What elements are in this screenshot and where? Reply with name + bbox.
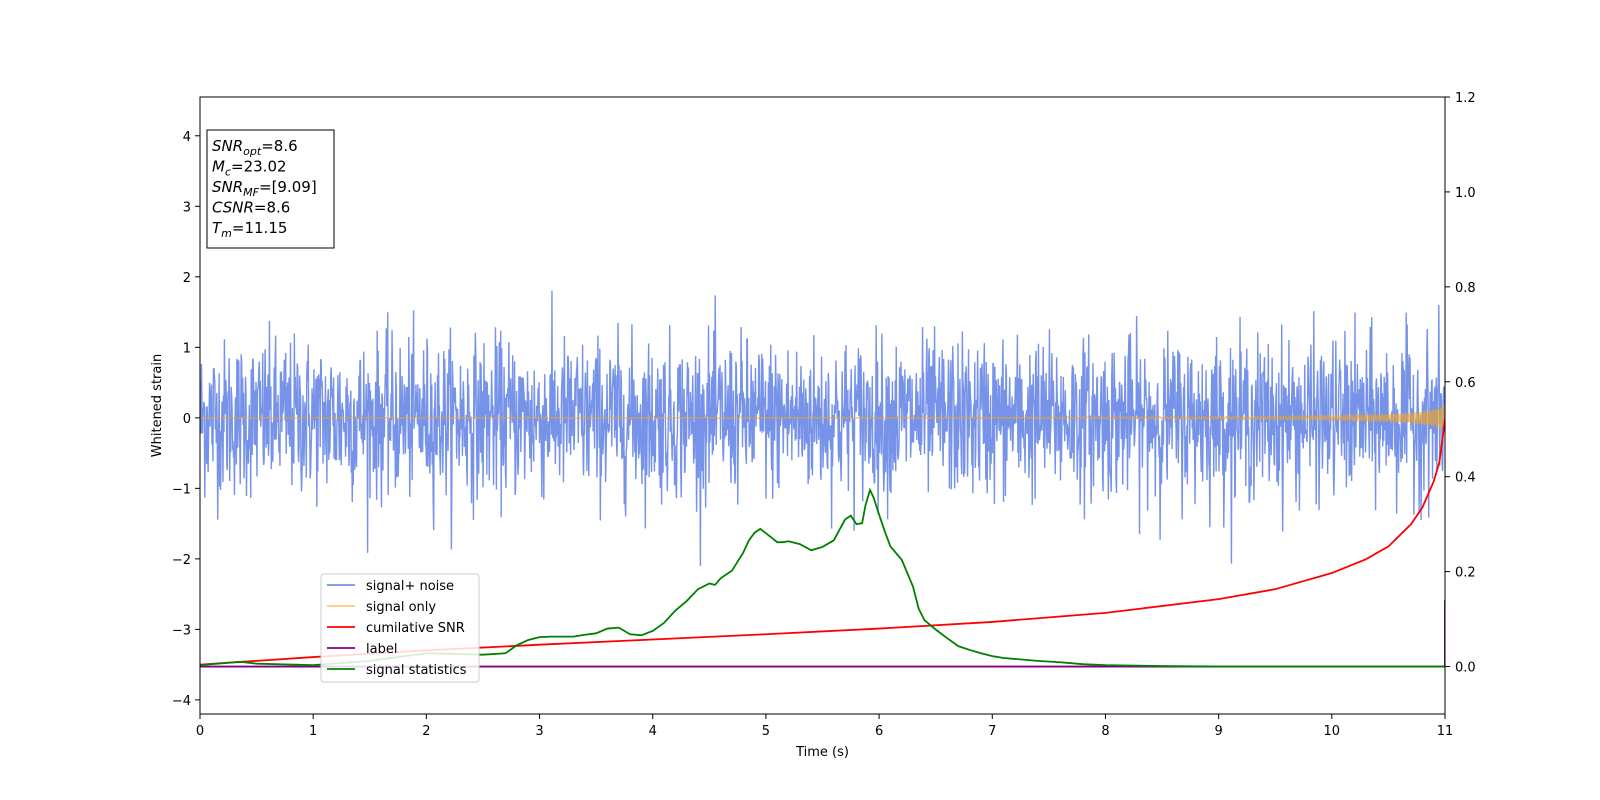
x-tick-label: 2 <box>422 724 430 739</box>
y-left-tick-label: 4 <box>183 130 191 145</box>
legend-label: signal only <box>366 600 436 615</box>
legend-frame <box>320 573 480 683</box>
info-symbol: CSNR <box>212 199 254 217</box>
y-left-tick-label: 0 <box>183 412 191 427</box>
y-right-tick-label: 0.2 <box>1455 566 1476 581</box>
legend-label: signal statistics <box>366 663 467 678</box>
info-line: Tm=11.15 <box>212 219 287 240</box>
plot-frame <box>199 96 1446 715</box>
y-left-tick-label: −3 <box>172 623 191 638</box>
y-right-tick-label: 0.8 <box>1455 281 1476 296</box>
legend: signal+ noise signal only cumilative SNR la… <box>320 573 480 683</box>
y-right-tick-label: 0.0 <box>1455 661 1476 676</box>
info-line: SNRMF=[9.09] <box>212 178 317 199</box>
series-signal-only <box>200 403 1445 430</box>
info-value: =11.15 <box>232 219 288 237</box>
x-tick-label: 10 <box>1324 724 1341 739</box>
series-signal-noise <box>200 290 1445 566</box>
series-signal-statistics <box>200 487 1445 668</box>
info-subscript: MF <box>243 186 259 199</box>
x-tick-label: 11 <box>1437 724 1454 739</box>
y-left-tick-label: 1 <box>183 341 191 356</box>
legend-label: cumilative SNR <box>366 621 465 636</box>
x-tick-label: 1 <box>309 724 317 739</box>
x-tick-label: 7 <box>988 724 996 739</box>
x-tick-label: 0 <box>196 724 204 739</box>
info-value: =8.6 <box>254 199 290 217</box>
info-line: SNRopt=8.6 <box>212 137 298 158</box>
x-tick-label: 3 <box>535 724 543 739</box>
info-value: =8.6 <box>261 137 297 155</box>
info-subscript: c <box>225 166 231 179</box>
info-value: =[9.09] <box>259 178 317 196</box>
info-symbol: T <box>212 219 223 237</box>
info-line: Mc=23.02 <box>212 158 287 179</box>
y-right-tick-label: 1.0 <box>1455 186 1476 201</box>
legend-label: signal+ noise <box>366 579 454 594</box>
info-subscript: opt <box>243 145 262 158</box>
x-tick-label: 4 <box>649 724 657 739</box>
y-axis-title: Whitened strain <box>150 354 165 457</box>
info-line: CSNR=8.6 <box>212 199 290 217</box>
y-left-tick-label: −2 <box>172 553 191 568</box>
x-tick-label: 5 <box>762 724 770 739</box>
y-left-tick-label: 2 <box>183 271 191 286</box>
info-box: SNRopt=8.6Mc=23.02SNRMF=[9.09]CSNR=8.6Tm… <box>206 129 335 249</box>
info-value: =23.02 <box>231 158 287 176</box>
info-symbol: SNR <box>212 178 243 196</box>
info-subscript: m <box>221 227 232 240</box>
y-right-tick-label: 0.4 <box>1455 471 1476 486</box>
x-tick-label: 6 <box>875 724 883 739</box>
y-right-tick-label: 0.6 <box>1455 376 1476 391</box>
y-left-tick-label: 3 <box>183 200 191 215</box>
info-box-frame <box>206 129 335 249</box>
y-left-tick-label: −1 <box>172 482 191 497</box>
x-tick-label: 9 <box>1214 724 1222 739</box>
legend-label: label <box>366 642 397 657</box>
info-symbol: M <box>212 158 225 176</box>
info-symbol: SNR <box>212 137 243 155</box>
labels: 0 1 2 3 4 5 6 7 8 9 10 11 −4 −3 −2 −1 0 1 2 3 4 0.0 0.2 0.4 0.6 0… <box>150 91 1476 760</box>
x-axis-title: Time (s) <box>795 745 849 760</box>
y-right-tick-label: 1.2 <box>1455 91 1476 106</box>
axes <box>195 96 1450 719</box>
x-tick-label: 8 <box>1101 724 1109 739</box>
y-left-tick-label: −4 <box>172 694 191 709</box>
